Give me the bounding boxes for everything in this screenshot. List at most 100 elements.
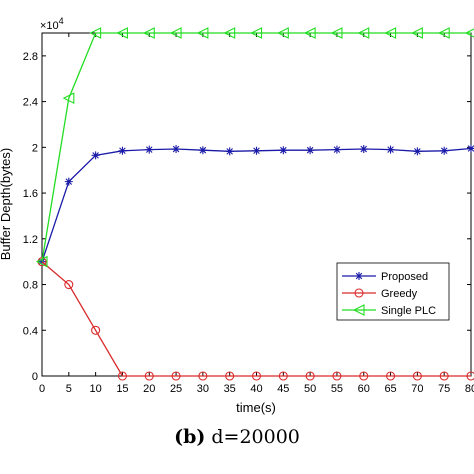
data-point: [386, 145, 395, 154]
data-point: [412, 371, 422, 381]
x-tick-label: 25: [170, 383, 182, 395]
plot-area: [41, 32, 472, 377]
data-point: [223, 27, 236, 39]
x-axis-label: time(s): [236, 400, 276, 415]
data-point: [467, 144, 474, 153]
data-point: [91, 325, 101, 335]
data-point: [89, 27, 102, 39]
x-tick-label: 70: [411, 383, 423, 395]
data-point: [171, 371, 181, 381]
data-point: [386, 371, 396, 381]
data-point: [64, 279, 74, 290]
series-line: [41, 261, 471, 377]
x-tick-label: 55: [331, 383, 343, 395]
data-point: [355, 272, 363, 280]
data-point: [225, 147, 234, 156]
data-point: [440, 146, 449, 155]
data-point: [116, 27, 128, 39]
x-tick-label: 10: [90, 383, 102, 395]
y-tick-label: 2: [32, 142, 38, 154]
data-point: [306, 146, 315, 155]
x-tick-label: 35: [224, 383, 236, 395]
data-point: [357, 27, 370, 39]
data-point: [464, 28, 474, 38]
caption-tag: (b): [174, 426, 206, 448]
caption-text: d=20000: [211, 426, 300, 448]
ticks-layer: 0 5 10 15 20 25 30 35 40 45 50 55 60 65 70 75 80 0 0.4 0.8 1…: [23, 33, 474, 395]
data-point: [359, 371, 369, 381]
data-point: [332, 145, 341, 154]
data-point: [35, 255, 48, 268]
legend: Proposed Greedy Single PLC: [336, 262, 450, 321]
series-proposed: [38, 144, 474, 266]
x-tick-label: 15: [116, 383, 128, 395]
legend-item: Proposed: [342, 271, 428, 283]
data-point: [172, 145, 181, 154]
x-tick-label: 60: [358, 383, 370, 395]
data-point: [303, 27, 316, 39]
y-tick-label: 1.2: [23, 234, 38, 246]
legend-items: Proposed Greedy Single PLC: [342, 271, 436, 317]
data-point: [413, 147, 422, 156]
data-point: [411, 27, 423, 39]
data-point: [305, 371, 315, 381]
x-tick-label: 45: [277, 383, 289, 395]
y-exponent-label: ×104: [40, 16, 64, 32]
x-tick-label: 5: [66, 383, 72, 395]
y-tick-label: 0.4: [23, 325, 38, 337]
x-tick-label: 65: [384, 383, 396, 395]
y-tick-label: 2.4: [23, 97, 38, 109]
x-tick-label: 0: [39, 383, 45, 395]
data-point: [117, 371, 127, 381]
data-point: [384, 27, 397, 39]
data-point: [225, 371, 235, 381]
x-tick-label: 30: [197, 383, 209, 395]
x-tick-label: 50: [304, 383, 316, 395]
legend-label: Greedy: [381, 288, 418, 300]
figure-caption: (b) d=20000: [0, 426, 474, 448]
data-point: [466, 371, 474, 381]
y-tick-label: 0.8: [23, 280, 38, 292]
data-point: [332, 371, 342, 381]
data-point: [118, 146, 127, 155]
data-point: [252, 146, 261, 155]
legend-item: Greedy: [342, 288, 418, 300]
data-point: [169, 27, 182, 39]
x-tick-label: 40: [250, 383, 262, 395]
series-line: [41, 32, 471, 262]
data-point: [330, 27, 343, 39]
y-tick-label: 0: [32, 371, 38, 383]
x-tick-label: 75: [438, 383, 450, 395]
data-point: [198, 146, 207, 155]
data-point: [437, 27, 450, 39]
data-point: [144, 371, 154, 381]
x-tick-label: 80: [465, 383, 474, 395]
y-tick-label: 1.6: [23, 188, 38, 200]
legend-label: Proposed: [381, 271, 428, 283]
data-point: [91, 151, 100, 160]
data-point: [64, 177, 73, 186]
data-point: [277, 27, 289, 39]
y-exponent-power: 4: [59, 16, 64, 26]
data-point: [359, 145, 368, 154]
data-point: [352, 304, 365, 316]
data-point: [278, 371, 288, 381]
y-axis-label: Buffer Depth(bytes): [0, 148, 13, 260]
data-point: [250, 27, 263, 39]
y-exponent-base: ×10: [40, 20, 59, 32]
series-layer: [35, 27, 474, 381]
x-tick-label: 20: [143, 383, 155, 395]
series-single-plc: [35, 27, 474, 268]
data-point: [145, 145, 154, 154]
data-point: [62, 92, 75, 105]
y-tick-label: 2.8: [23, 51, 38, 63]
data-point: [143, 27, 155, 39]
data-point: [198, 371, 208, 381]
legend-item: Single PLC: [342, 304, 436, 317]
data-point: [439, 371, 449, 381]
data-point: [196, 27, 209, 39]
data-point: [279, 146, 288, 155]
data-point: [251, 371, 262, 381]
data-point: [354, 288, 364, 298]
